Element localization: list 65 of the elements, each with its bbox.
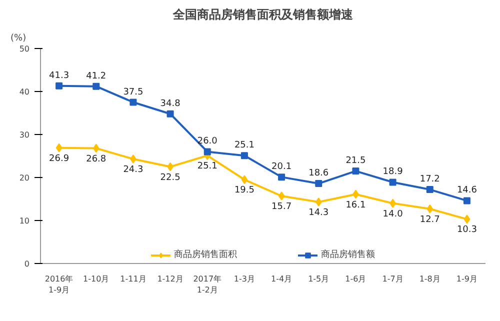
y-tick-label: 30 bbox=[19, 130, 30, 140]
data-label: 12.7 bbox=[420, 214, 440, 225]
legend-label: 商品房销售额 bbox=[321, 248, 375, 261]
y-tick-label: 50 bbox=[19, 44, 30, 54]
x-tick-label: 1-11月 bbox=[120, 274, 146, 284]
point bbox=[278, 174, 286, 181]
point bbox=[463, 197, 470, 204]
x-tick-label: 1-9月 bbox=[456, 274, 478, 284]
point bbox=[389, 178, 396, 186]
data-label: 22.5 bbox=[160, 172, 180, 183]
point bbox=[278, 191, 285, 200]
point bbox=[130, 98, 137, 106]
data-label: 25.1 bbox=[234, 140, 254, 151]
y-tick-label: 40 bbox=[19, 88, 30, 96]
data-label: 15.7 bbox=[272, 202, 292, 212]
point bbox=[92, 82, 100, 90]
data-label: 26.0 bbox=[197, 136, 218, 147]
point bbox=[426, 186, 434, 194]
legend-label: 商品房销售面积 bbox=[174, 248, 237, 261]
x-tick-label: 1-12月 bbox=[157, 274, 184, 284]
x-tick-label: 2017年 1-2月 bbox=[193, 274, 222, 294]
x-tick-label: 1-3月 bbox=[234, 274, 256, 284]
data-label: 24.3 bbox=[123, 165, 144, 176]
point bbox=[240, 152, 248, 160]
point bbox=[204, 148, 211, 156]
point bbox=[56, 143, 62, 152]
y-tick-label: 10 bbox=[19, 216, 30, 226]
data-label: 10.3 bbox=[456, 225, 477, 236]
data-label: 18.9 bbox=[382, 167, 404, 178]
x-tick-label: 1-6月 bbox=[345, 274, 366, 284]
x-tick-label: 2016年 1-9月 bbox=[44, 274, 74, 294]
data-label: 20.1 bbox=[272, 162, 292, 172]
point bbox=[166, 110, 174, 118]
point bbox=[92, 144, 100, 153]
data-label: 41.2 bbox=[86, 71, 106, 82]
x-tick-label: 1-7月 bbox=[382, 274, 404, 284]
y-axis-title: (%) bbox=[10, 34, 26, 44]
data-label: 18.6 bbox=[308, 168, 329, 179]
point bbox=[315, 198, 322, 207]
x-tick-label: 1-4月 bbox=[271, 274, 292, 284]
data-label: 26.9 bbox=[49, 154, 70, 164]
point bbox=[315, 180, 322, 188]
point bbox=[56, 82, 63, 90]
point bbox=[352, 168, 360, 175]
x-tick-label: 1-5月 bbox=[308, 274, 330, 284]
data-label: 19.5 bbox=[234, 186, 254, 196]
y-tick-label: 0 bbox=[24, 260, 30, 268]
data-label: 26.8 bbox=[86, 154, 106, 164]
point bbox=[426, 204, 434, 214]
chart-title: 全国商品房销售面积及销售额增速 bbox=[172, 8, 354, 22]
point bbox=[464, 214, 470, 224]
x-tick-label: 1-8月 bbox=[419, 274, 440, 284]
data-label: 17.2 bbox=[420, 174, 440, 185]
x-tick-label: 1-10月 bbox=[83, 274, 110, 284]
data-label: 14.3 bbox=[308, 208, 329, 218]
data-label: 21.5 bbox=[346, 156, 366, 166]
point bbox=[241, 175, 248, 184]
data-label: 16.1 bbox=[346, 200, 366, 210]
data-label: 37.5 bbox=[123, 87, 144, 98]
data-label: 41.3 bbox=[49, 70, 70, 81]
data-label: 14.0 bbox=[382, 209, 404, 220]
data-label: 34.8 bbox=[160, 98, 181, 109]
y-tick-label: 20 bbox=[19, 174, 30, 182]
data-label: 14.6 bbox=[456, 186, 478, 196]
data-label: 25.1 bbox=[197, 162, 218, 172]
